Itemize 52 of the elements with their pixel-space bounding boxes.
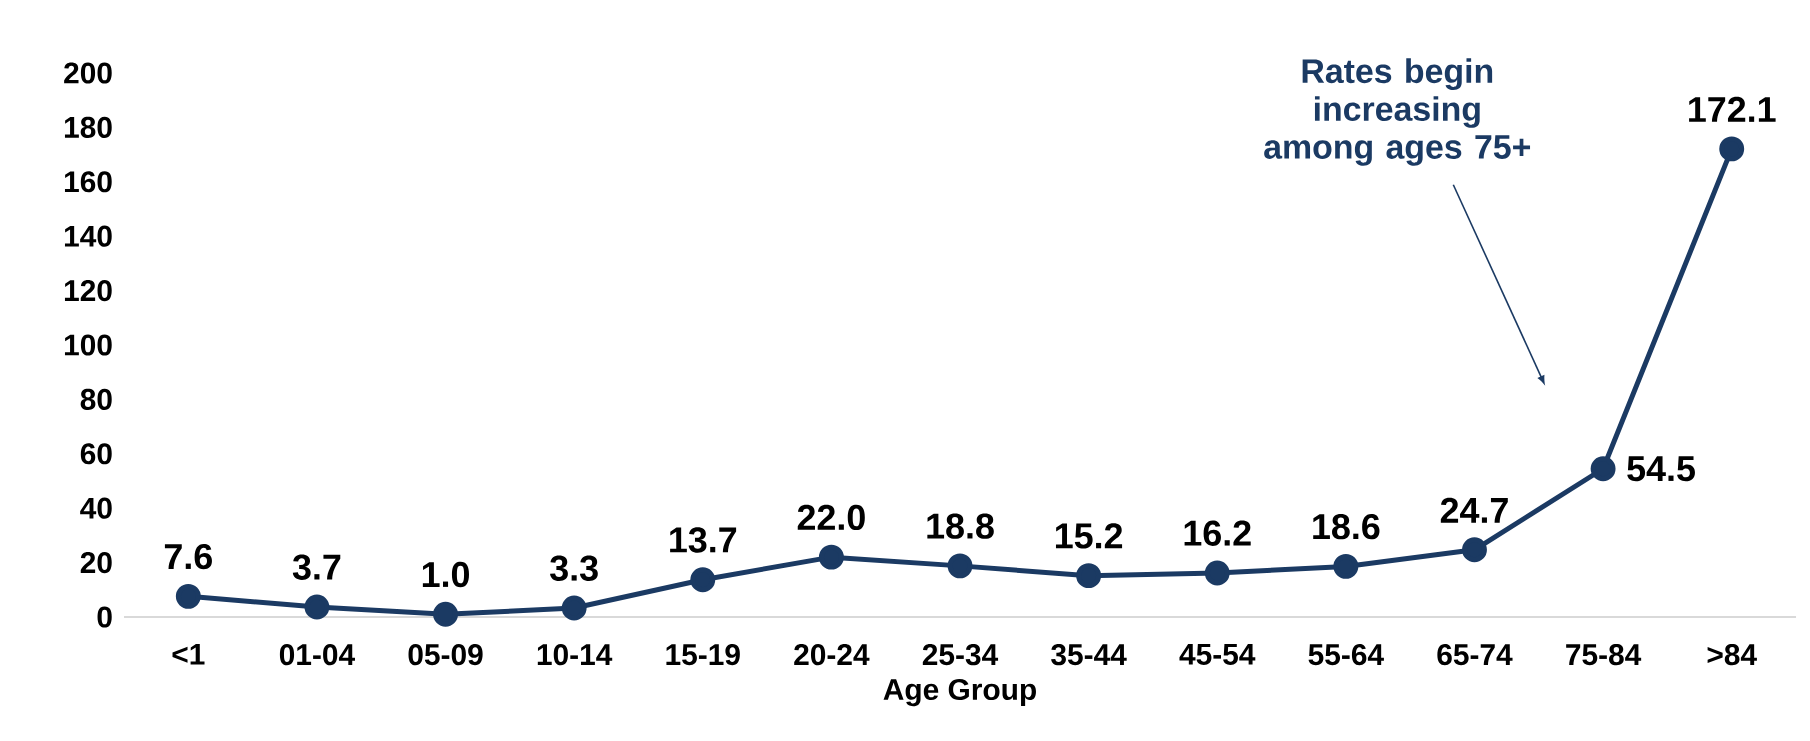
x-tick-label: >84 bbox=[1707, 644, 1757, 666]
y-tick-label: 140 bbox=[64, 225, 112, 247]
data-label: 22.0 bbox=[797, 504, 865, 531]
x-tick-label: 55-64 bbox=[1308, 644, 1384, 666]
x-tick-label: 05-09 bbox=[408, 644, 483, 666]
data-label: 15.2 bbox=[1055, 523, 1123, 549]
point bbox=[561, 595, 587, 621]
data-label: 1.0 bbox=[422, 561, 469, 588]
x-tick-label: 15-19 bbox=[666, 644, 740, 666]
point bbox=[1204, 560, 1230, 586]
x-tick-label: 35-44 bbox=[1051, 644, 1127, 666]
data-label: 16.2 bbox=[1184, 520, 1251, 546]
point bbox=[304, 594, 330, 620]
y-tick-label: 100 bbox=[64, 334, 112, 356]
y-tick-label: 180 bbox=[64, 116, 112, 138]
x-tick-label: 20-24 bbox=[794, 644, 870, 666]
data-label: 13.7 bbox=[670, 527, 737, 553]
point bbox=[1590, 456, 1616, 482]
y-tick-label: 0 bbox=[97, 606, 112, 628]
data-label: 3.7 bbox=[292, 554, 341, 580]
x-tick-label: 01-04 bbox=[279, 644, 355, 666]
point bbox=[433, 601, 458, 627]
point bbox=[1462, 537, 1487, 563]
point bbox=[690, 567, 716, 593]
data-label: 18.6 bbox=[1313, 513, 1380, 540]
data-label: 24.7 bbox=[1440, 497, 1508, 523]
data-label: 172.1 bbox=[1689, 96, 1776, 122]
point bbox=[947, 553, 973, 579]
data-label: 3.3 bbox=[550, 555, 598, 581]
y-tick-label: 60 bbox=[80, 443, 112, 465]
data-label: 18.8 bbox=[927, 513, 994, 539]
y-tick-label: 40 bbox=[80, 497, 112, 519]
data-label: 54.5 bbox=[1627, 456, 1695, 482]
point bbox=[1076, 563, 1102, 589]
annotation: Rates begin increasing among ages 75+ bbox=[1264, 58, 1531, 166]
point bbox=[1333, 553, 1359, 579]
x-tick-label: 45-54 bbox=[1179, 644, 1256, 665]
x-tick-label: 25-34 bbox=[922, 644, 999, 666]
x-tick-label: 75-84 bbox=[1566, 644, 1642, 666]
y-tick-label: 200 bbox=[64, 62, 112, 84]
x-tick-label: <1 bbox=[172, 644, 205, 665]
point bbox=[818, 544, 844, 570]
x-axis-title: Age Group bbox=[883, 678, 1036, 707]
data-label: 7.6 bbox=[164, 543, 212, 570]
x-tick-label: 10-14 bbox=[537, 644, 613, 666]
point bbox=[1719, 136, 1745, 162]
y-tick-label: 80 bbox=[80, 388, 112, 410]
y-tick-label: 160 bbox=[64, 171, 112, 193]
point bbox=[175, 583, 201, 609]
x-tick-label: 65-74 bbox=[1437, 644, 1513, 666]
y-tick-label: 120 bbox=[64, 280, 112, 302]
y-tick-label: 20 bbox=[80, 552, 112, 574]
